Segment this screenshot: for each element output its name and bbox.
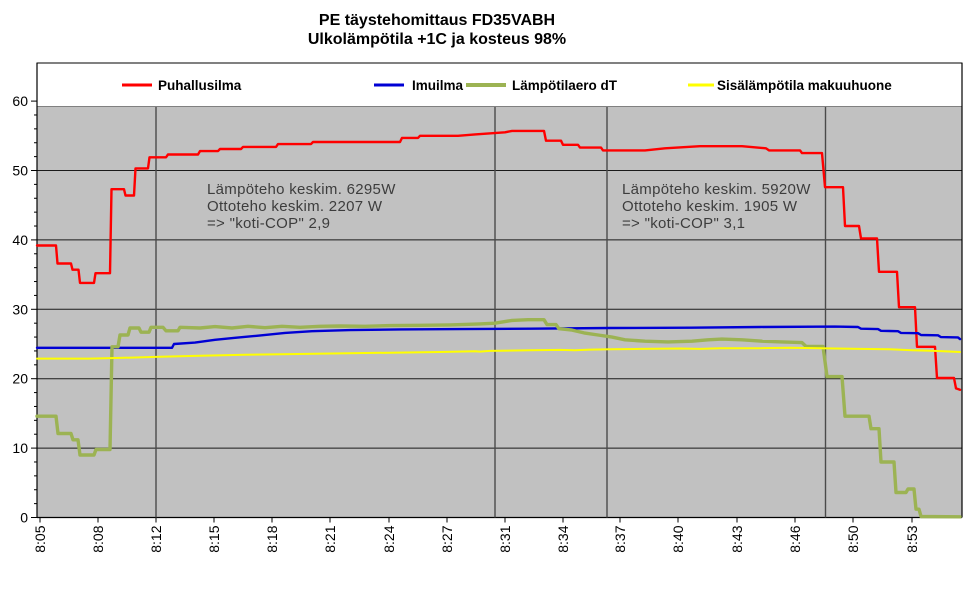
annotation-period2-cop: => "koti-COP" 3,1: [622, 215, 746, 232]
series-line-sis-l-mp-tila-makuuhuone: [36, 346, 961, 360]
series-line-l-mp-tilaero-dt: [35, 318, 962, 519]
x-tick-label-8:31: 8:31: [497, 525, 513, 552]
legend-label-l-mp-tilaero-dt: Lämpötilaero dT: [512, 78, 618, 93]
chart-title-line2: Ulkolämpötila +1C ja kosteus 98%: [307, 31, 567, 48]
annotation-period1-heat: Lämpöteho keskim. 6295W: [207, 181, 396, 198]
series-line-puhallusilma: [35, 129, 962, 391]
annotation-period1: Lämpöteho keskim. 6295W Ottoteho keskim.…: [207, 181, 396, 232]
legend-label-sis-l-mp-tila-makuuhuone: Sisälämpötila makuuhuone: [717, 78, 892, 93]
y-tick-label-60: 60: [12, 93, 28, 109]
x-tick-label-8:15: 8:15: [206, 525, 222, 552]
y-tick-label-10: 10: [12, 440, 28, 456]
y-tick-label-20: 20: [12, 371, 28, 387]
x-tick-label-8:53: 8:53: [904, 525, 920, 552]
legend-label-puhallusilma: Puhallusilma: [158, 78, 242, 93]
annotation-period1-cop: => "koti-COP" 2,9: [207, 215, 331, 232]
x-tick-label-8:05: 8:05: [32, 525, 48, 552]
x-tick-label-8:37: 8:37: [612, 525, 628, 552]
x-tick-label-8:43: 8:43: [729, 525, 745, 552]
x-tick-label-8:12: 8:12: [148, 525, 164, 552]
annotation-period2-heat: Lämpöteho keskim. 5920W: [622, 181, 811, 198]
legend-label-imuilma: Imuilma: [412, 78, 464, 93]
x-tick-label-8:50: 8:50: [845, 525, 861, 552]
series-line-imuilma: [35, 325, 962, 349]
x-tick-label-8:27: 8:27: [439, 525, 455, 552]
y-tick-label-50: 50: [12, 163, 28, 179]
y-tick-label-40: 40: [12, 232, 28, 248]
x-tick-label-8:08: 8:08: [90, 525, 106, 552]
annotation-period1-input: Ottoteho keskim. 2207 W: [207, 198, 383, 215]
y-tick-label-0: 0: [20, 510, 28, 526]
x-tick-label-8:34: 8:34: [555, 525, 571, 552]
x-tick-label-8:46: 8:46: [787, 525, 803, 552]
plot-background: [37, 107, 962, 518]
x-tick-label-8:24: 8:24: [381, 525, 397, 552]
annotation-period2: Lämpöteho keskim. 5920W Ottoteho keskim.…: [622, 181, 811, 232]
x-tick-label-8:21: 8:21: [322, 525, 338, 552]
y-tick-label-30: 30: [12, 301, 28, 317]
x-tick-label-8:40: 8:40: [670, 525, 686, 552]
chart-title-line1: PE täystehomittaus FD35VABH: [318, 12, 556, 29]
x-tick-label-8:18: 8:18: [264, 525, 280, 552]
annotation-period2-input: Ottoteho keskim. 1905 W: [622, 198, 798, 215]
chart-title: PE täystehomittaus FD35VABH Ulkolämpötil…: [308, 11, 566, 49]
